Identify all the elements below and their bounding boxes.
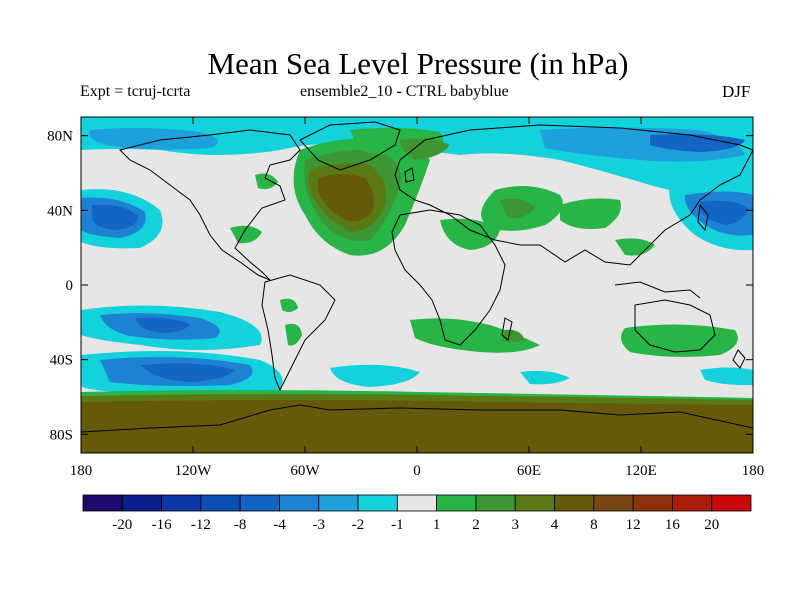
na-green-2 [230, 225, 262, 244]
colorbar-swatch [632, 494, 673, 512]
colorbar-swatch [121, 494, 162, 512]
madagascar-coast [501, 317, 513, 341]
colorbar-swatch [318, 494, 359, 512]
colorbar-swatch [161, 494, 202, 512]
npac-mid-blue [92, 204, 138, 230]
indonesia-coast [614, 281, 701, 299]
colorbar-swatch [475, 494, 516, 512]
colorbar-swatch [711, 494, 752, 512]
pac-eq-green [280, 298, 298, 313]
colorbar-swatch [396, 494, 438, 512]
lon-label: 180 [742, 463, 765, 479]
spac-east-cyan [700, 367, 753, 386]
tibet-green [560, 198, 621, 229]
safrica-green [410, 318, 540, 353]
season-label: DJF [722, 82, 751, 101]
colorbar-swatch [239, 494, 280, 512]
colorbar-label: 2 [472, 517, 480, 533]
satl-cyan [330, 364, 420, 387]
colorbar-swatch [436, 494, 477, 512]
colorbar-label: 20 [704, 517, 719, 533]
lat-label: 40N [47, 203, 73, 219]
map-title: Mean Sea Level Pressure (in hPa) [207, 46, 629, 81]
lon-label: 120E [625, 463, 657, 479]
colorbar-label: -3 [313, 517, 326, 533]
lat-label: 0 [66, 278, 74, 294]
colorbar-label: 8 [590, 517, 598, 533]
south-america-coast [261, 274, 336, 392]
colorbar-label: 12 [626, 517, 641, 533]
colorbar-label: -2 [352, 517, 365, 533]
colorbar-label: -8 [234, 517, 247, 533]
japan-coast [697, 203, 709, 232]
uk-coast [404, 167, 415, 183]
colorbar: -20 -16 -12 -8 -4 -3 -2 -1 1 2 3 4 8 12 16 20 [82, 494, 752, 533]
colorbar-label: 3 [511, 517, 519, 533]
colorbar-swatch [554, 494, 595, 512]
colorbar-label: -4 [273, 517, 286, 533]
map-axes: 80N 40N 0 40S 80S 180 120W 60W 0 60E 120E 180 [47, 117, 764, 479]
lat-label: 40S [50, 353, 73, 369]
coastlines [81, 121, 753, 433]
sind-cyan [520, 370, 570, 385]
aus-green [621, 324, 738, 357]
colorbar-swatch [279, 494, 320, 512]
na-small-green [255, 173, 278, 190]
colorbar-label: -16 [152, 517, 172, 533]
arctic-blue-left [89, 127, 218, 150]
antarctica-coast [81, 404, 753, 433]
nz-coast [732, 349, 746, 369]
colorbar-label: -1 [391, 517, 404, 533]
pressure-field [81, 117, 753, 453]
lon-label: 60W [290, 463, 320, 479]
africa-coast [391, 209, 506, 346]
lon-label: 180 [70, 463, 93, 479]
colorbar-swatch [593, 494, 634, 512]
socean-mid-blue [140, 363, 235, 382]
australia-coast [634, 299, 716, 353]
siberia-dark-blue [650, 134, 745, 152]
spac-mid-blue [135, 317, 190, 333]
eurasia-coast [394, 124, 753, 266]
colorbar-label: 1 [433, 517, 441, 533]
colorbar-swatch [672, 494, 713, 512]
colorbar-label: -20 [112, 517, 132, 533]
eu-arctic-green [400, 138, 450, 160]
lat-label: 80N [47, 129, 73, 145]
lat-label: 80S [50, 427, 73, 443]
colorbar-swatch [200, 494, 241, 512]
colorbar-swatch [514, 494, 555, 512]
me-dark-green [500, 198, 535, 219]
sam-green [285, 323, 302, 346]
antarctic-brown [81, 400, 753, 453]
colorbar-swatch [357, 494, 398, 512]
lon-label: 60E [517, 463, 541, 479]
me-green [440, 218, 500, 250]
china-green [615, 238, 655, 256]
colorbar-label: 4 [551, 517, 559, 533]
ensemble-label: ensemble2_10 - CTRL babyblue [300, 83, 509, 100]
lon-label: 120W [175, 463, 213, 479]
colorbar-label: 16 [665, 517, 681, 533]
colorbar-swatch [82, 494, 123, 512]
greenland-coast [299, 121, 401, 171]
colorbar-label: -12 [191, 517, 211, 533]
lon-label: 0 [413, 463, 421, 479]
natl-brown [318, 174, 374, 222]
experiment-label: Expt = tcruj-tcrta [80, 83, 191, 100]
jpac-mid-blue [700, 200, 748, 225]
north-america-coast [119, 129, 301, 281]
